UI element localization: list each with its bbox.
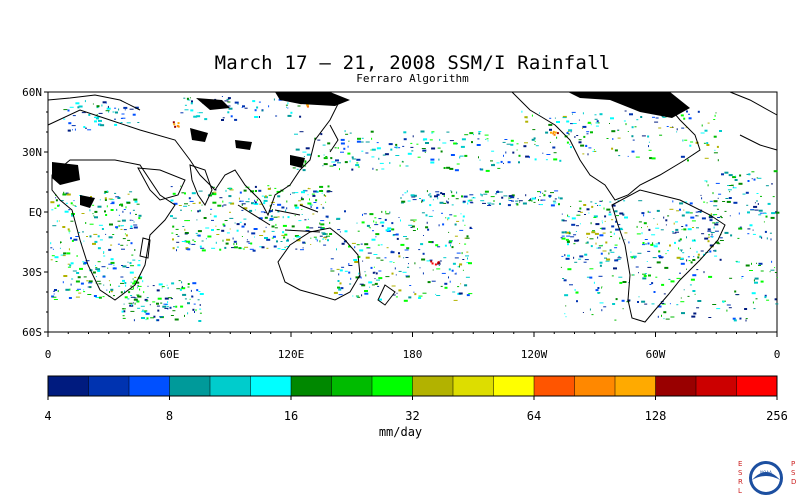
- colorbar-swatch: [88, 376, 130, 396]
- lat-tick-label: 30S: [22, 266, 42, 279]
- lon-tick-label: 0: [774, 348, 781, 361]
- lat-tick-label: EQ: [29, 206, 42, 219]
- colorbar-swatch: [291, 376, 332, 396]
- north-asia-land: [275, 92, 350, 106]
- colorbar-swatch: [331, 376, 373, 396]
- colorbar-tick-label: 16: [284, 409, 298, 423]
- colorbar-swatch: [372, 376, 413, 396]
- colorbar-tick-label: 32: [405, 409, 419, 423]
- lat-tick-label: 30N: [22, 146, 42, 159]
- australia-coastline: [277, 227, 361, 301]
- land-patches: [52, 92, 690, 208]
- lon-tick-label: 120W: [521, 348, 548, 361]
- colorbar-swatch: [169, 376, 211, 396]
- colorbar: 4 8 16 32 64 128 256 mm/day: [44, 375, 788, 439]
- north-america-land: [568, 92, 690, 118]
- colorbar-swatch: [655, 376, 697, 396]
- lat-tick-label: 60N: [22, 86, 42, 99]
- colorbar-swatch: [574, 376, 616, 396]
- north-africa-land-b: [80, 195, 95, 208]
- india-coastline: [189, 164, 213, 206]
- north-africa-land: [52, 162, 80, 185]
- colorbar-swatch: [210, 376, 251, 396]
- europe-coastline: [47, 94, 141, 111]
- lat-axis: [44, 91, 48, 333]
- lon-tick-label: 60W: [646, 348, 666, 361]
- madagascar-coastline: [139, 237, 151, 259]
- colorbar-swatch: [453, 376, 494, 396]
- colorbar-swatch: [493, 376, 535, 396]
- colorbar-swatch: [615, 376, 656, 396]
- colorbar-swatch: [48, 376, 89, 396]
- map-subtitle: Ferraro Algorithm: [356, 72, 469, 85]
- central-asia-land: [235, 140, 252, 150]
- colorbar-swatch: [250, 376, 292, 396]
- colorbar-swatch: [736, 376, 778, 396]
- colorbar-swatch: [412, 376, 454, 396]
- africa-coastline: [51, 159, 176, 301]
- noaa-badge-text: NOAA: [760, 470, 772, 475]
- rainfall-pattern-layer: [50, 96, 780, 322]
- lon-axis: [47, 332, 778, 337]
- colorbar-tick-label: 128: [645, 409, 667, 423]
- colorbar-tick-label: 256: [766, 409, 788, 423]
- lat-tick-label: 60S: [22, 326, 42, 339]
- europe-east-coastline: [729, 91, 778, 116]
- lon-tick-label: 60E: [160, 348, 180, 361]
- colorbar-unit-label: mm/day: [379, 425, 422, 439]
- south-america-coastline: [611, 189, 726, 323]
- lon-tick-label: 120E: [278, 348, 305, 361]
- colorbar-tick-label: 64: [527, 409, 541, 423]
- indonesia-coastline: [237, 204, 321, 233]
- east-asia-land: [290, 155, 305, 168]
- arabia-coastline: [137, 167, 186, 201]
- lon-tick-label: 180: [403, 348, 423, 361]
- noaa-gull-icon: [752, 472, 780, 480]
- caribbean-coastline: [739, 134, 778, 151]
- colorbar-tick-label: 8: [166, 409, 173, 423]
- new-zealand-coastline: [377, 284, 396, 306]
- north-america-land-b: [196, 98, 230, 110]
- colorbar-swatch: [129, 376, 170, 396]
- colorbar-swatch: [534, 376, 575, 396]
- colorbar-tick-label: 4: [44, 409, 51, 423]
- noaa-badge-inner: [752, 464, 780, 492]
- middle-east-land: [190, 128, 208, 142]
- map-title: March 17 – 21, 2008 SSM/I Rainfall: [214, 52, 611, 74]
- eurasia-coastline: [47, 91, 341, 217]
- japan-coastline: [329, 124, 339, 153]
- colorbar-swatch: [696, 376, 737, 396]
- lon-tick-label: 0: [45, 348, 52, 361]
